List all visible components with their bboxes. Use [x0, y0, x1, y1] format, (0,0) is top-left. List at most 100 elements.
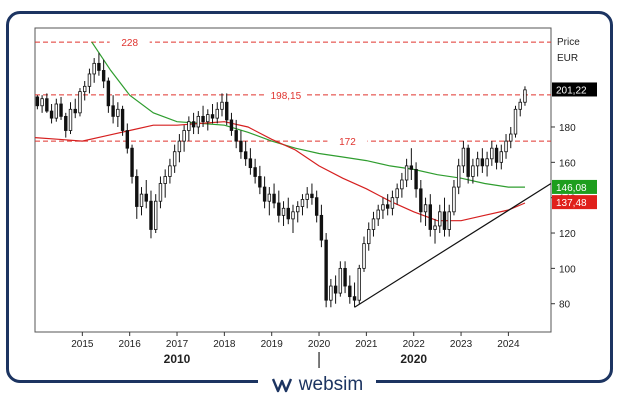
candle-body	[40, 98, 44, 107]
candle-body	[64, 115, 68, 131]
candle-body	[220, 101, 224, 110]
candle-body	[45, 98, 49, 112]
candle-body	[400, 179, 404, 190]
candle-body	[253, 167, 257, 177]
candle-body	[158, 183, 163, 202]
candle-body	[475, 158, 480, 167]
trendline	[354, 183, 552, 308]
x-tick-label: 2024	[497, 339, 520, 350]
logo-mark-icon	[271, 378, 292, 393]
candle-body	[423, 204, 428, 213]
candle-body	[59, 103, 63, 117]
candle-body	[419, 188, 423, 213]
candle-body	[182, 130, 186, 142]
candle-body	[456, 165, 461, 188]
candle-body	[518, 101, 522, 110]
candle-body	[177, 140, 182, 153]
candle-body	[149, 200, 153, 230]
sma-red-tag: 137,48	[556, 198, 587, 209]
candle-body	[499, 151, 503, 163]
y-tick-label: 80	[559, 300, 571, 311]
candle-body	[54, 103, 59, 119]
level-label: 172	[339, 137, 356, 148]
brand-name: websim	[298, 374, 364, 395]
candle-body	[348, 285, 352, 298]
candle-body	[49, 110, 54, 119]
candle-body	[414, 168, 418, 190]
x-tick-label: 2017	[166, 339, 189, 350]
candle-body	[461, 147, 466, 167]
sma-green-tag: 146,08	[556, 183, 587, 194]
currency-label: EUR	[557, 53, 578, 64]
candle-body	[333, 285, 338, 294]
candle-body	[286, 207, 290, 220]
x-tick-label: 2020	[308, 339, 331, 350]
candle-body	[362, 243, 366, 269]
decade-label: 2010	[164, 352, 191, 366]
candle-body	[97, 62, 101, 71]
candle-body	[504, 140, 508, 153]
candle-body	[277, 202, 281, 216]
candle-body	[329, 285, 333, 301]
level-label-bg	[265, 88, 306, 101]
candle-body	[442, 211, 447, 230]
candle-body	[509, 133, 513, 142]
candle-body	[438, 211, 442, 227]
candle-body	[135, 176, 139, 207]
candle-body	[125, 130, 130, 149]
y-axis-title: Price	[557, 37, 580, 48]
candle-body	[87, 73, 92, 87]
candle-body	[480, 158, 485, 167]
candle-body	[262, 186, 267, 202]
candle-body	[154, 200, 158, 230]
candle-body	[291, 211, 295, 220]
y-tick-label: 100	[559, 264, 576, 275]
candle-body	[357, 267, 361, 301]
candle-body	[258, 176, 262, 188]
candle-body	[381, 204, 385, 211]
candle-body	[485, 158, 489, 167]
candle-body	[513, 108, 518, 135]
candle-body	[409, 165, 414, 170]
candle-body	[310, 193, 314, 199]
sma-red-tag-bg	[552, 195, 597, 210]
last-price-tag: 201,22	[556, 85, 587, 96]
candle-body	[371, 218, 376, 230]
candle-body	[452, 186, 456, 213]
candle-body	[111, 105, 115, 117]
candle-body	[68, 108, 73, 131]
candle-body	[201, 115, 205, 123]
candle-body	[83, 85, 87, 93]
candle-body	[215, 108, 219, 119]
candle-body	[225, 101, 229, 121]
candle-body	[187, 121, 191, 131]
candle-body	[352, 296, 357, 301]
candle-body	[101, 70, 106, 82]
candle-body	[248, 158, 253, 169]
candle-body	[367, 229, 371, 245]
websim-logo: websim	[258, 372, 376, 398]
candle-body	[106, 80, 111, 107]
candle-body	[78, 91, 82, 114]
x-tick-label: 2016	[119, 339, 142, 350]
candle-body	[466, 147, 470, 177]
candle-body	[296, 206, 300, 213]
candle-body	[324, 239, 328, 301]
sma-green-tag-bg	[552, 179, 597, 194]
candle-body	[210, 114, 215, 119]
candle-body	[267, 193, 272, 202]
candle-body	[490, 147, 494, 160]
candle-body	[163, 176, 167, 184]
candle-body	[404, 165, 409, 181]
x-tick-label: 2019	[261, 339, 284, 350]
candle-body	[144, 193, 148, 202]
candle-body	[35, 96, 40, 107]
candle-body	[239, 140, 243, 153]
x-tick-label: 2022	[403, 339, 426, 350]
candle-body	[206, 114, 210, 123]
candle-body	[428, 204, 432, 230]
level-label-bg	[327, 135, 368, 148]
candle-body	[338, 267, 343, 294]
level-label: 228	[121, 38, 138, 49]
